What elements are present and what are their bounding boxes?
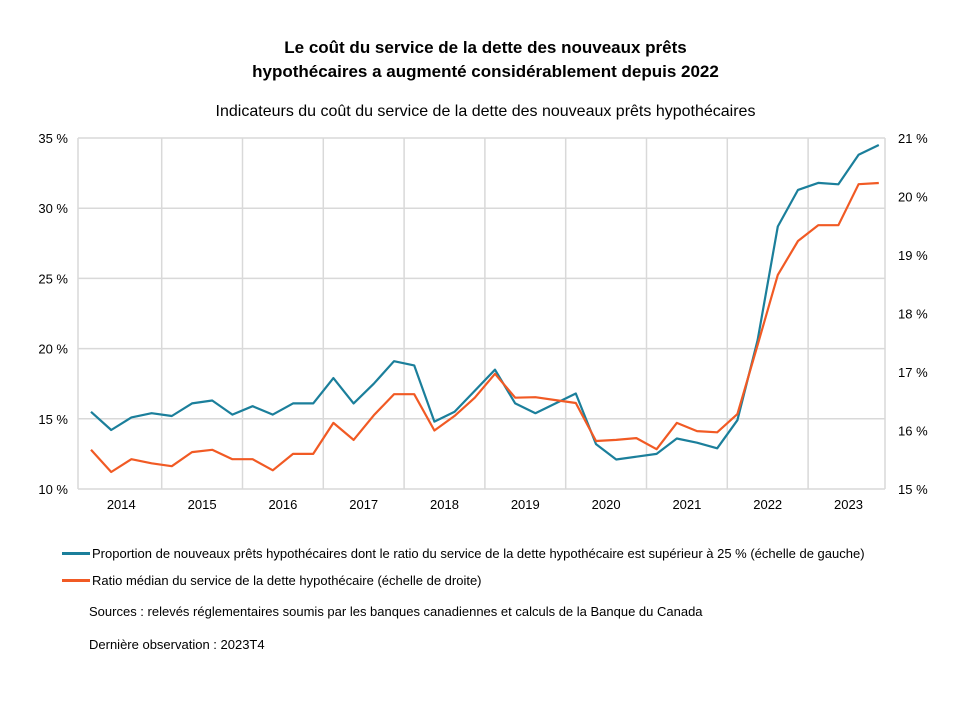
right-tick-label: 17 % xyxy=(898,365,928,380)
x-tick-label: 2019 xyxy=(511,497,540,512)
x-tick-label: 2021 xyxy=(672,497,701,512)
right-tick-label: 21 % xyxy=(898,131,928,146)
right-tick-label: 18 % xyxy=(898,307,928,322)
legend-swatch-orange xyxy=(62,579,90,582)
right-tick-label: 16 % xyxy=(898,424,928,439)
left-tick-label: 10 % xyxy=(38,482,68,497)
series-line-median-ratio xyxy=(90,181,879,474)
chart-title-line1: Le coût du service de la dette des nouve… xyxy=(284,38,687,57)
left-tick-label: 30 % xyxy=(38,201,68,216)
last-observation-note: Dernière observation : 2023T4 xyxy=(89,637,265,652)
legend-label: Proportion de nouveaux prêts hypothécair… xyxy=(92,546,865,561)
x-tick-label: 2014 xyxy=(107,497,136,512)
x-tick-label: 2016 xyxy=(268,497,297,512)
left-tick-label: 20 % xyxy=(38,342,68,357)
left-tick-label: 15 % xyxy=(38,412,68,427)
x-tick-label: 2022 xyxy=(753,497,782,512)
x-tick-label: 2018 xyxy=(430,497,459,512)
legend-item-right-series: Ratio médian du service de la dette hypo… xyxy=(62,573,482,588)
x-tick-label: 2023 xyxy=(834,497,863,512)
right-tick-label: 20 % xyxy=(898,190,928,205)
right-tick-label: 19 % xyxy=(898,248,928,263)
chart-title-line2: hypothécaires a augmenté considérablemen… xyxy=(252,62,719,81)
legend-label: Ratio médian du service de la dette hypo… xyxy=(92,573,482,588)
x-tick-label: 2020 xyxy=(592,497,621,512)
chart-subtitle: Indicateurs du coût du service de la det… xyxy=(215,103,756,120)
x-tick-label: 2017 xyxy=(349,497,378,512)
legend-item-left-series: Proportion de nouveaux prêts hypothécair… xyxy=(62,546,865,561)
left-tick-label: 35 % xyxy=(38,131,68,146)
right-tick-label: 15 % xyxy=(898,482,928,497)
x-tick-label: 2015 xyxy=(188,497,217,512)
left-tick-label: 25 % xyxy=(38,271,68,286)
sources-note: Sources : relevés réglementaires soumis … xyxy=(89,604,703,619)
legend-swatch-blue xyxy=(62,552,90,555)
